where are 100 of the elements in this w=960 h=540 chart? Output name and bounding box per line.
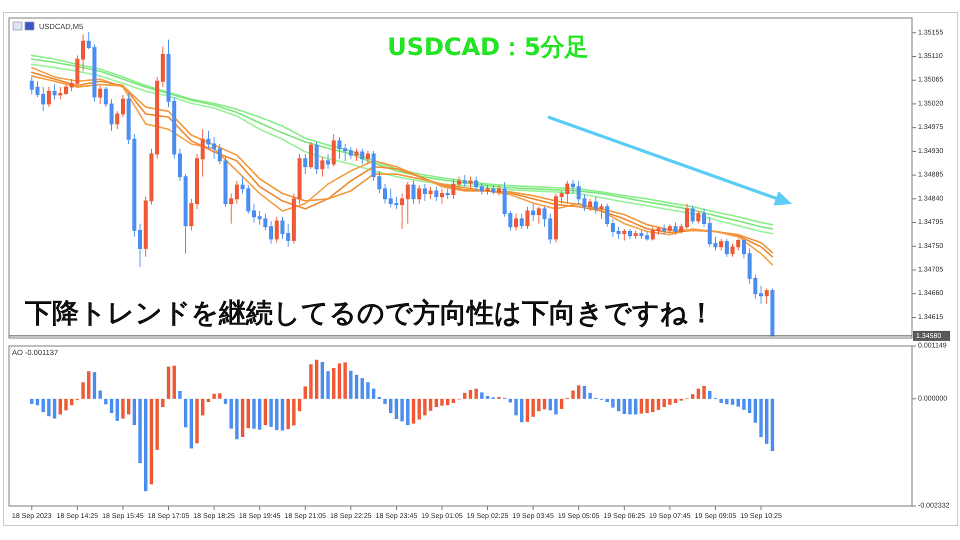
candlestick xyxy=(668,224,672,234)
bar xyxy=(611,398,615,408)
bar xyxy=(702,386,706,399)
bar xyxy=(480,392,484,399)
bar xyxy=(104,398,108,404)
bar xyxy=(696,388,700,399)
candlestick xyxy=(303,154,308,174)
candlestick xyxy=(400,193,404,230)
bar xyxy=(765,398,768,444)
bar xyxy=(275,398,278,430)
candlestick xyxy=(394,196,398,210)
candlestick xyxy=(308,141,313,170)
candlestick xyxy=(594,196,598,214)
bar xyxy=(246,398,250,428)
bar xyxy=(526,398,530,422)
bar xyxy=(452,398,456,403)
bar xyxy=(406,398,410,426)
bar xyxy=(70,398,74,406)
bar xyxy=(640,398,644,414)
bar xyxy=(662,398,666,408)
bar xyxy=(58,398,62,414)
bar xyxy=(298,398,302,412)
candlestick xyxy=(446,188,450,200)
bar xyxy=(138,398,142,464)
bar xyxy=(674,398,678,403)
bar xyxy=(320,362,324,399)
candlestick xyxy=(348,146,353,160)
candlestick xyxy=(428,186,433,200)
candlestick xyxy=(690,205,695,224)
candlestick xyxy=(531,203,536,222)
bar xyxy=(708,391,712,399)
bar xyxy=(52,398,56,419)
bar xyxy=(736,398,740,407)
bar xyxy=(286,398,290,430)
bar xyxy=(754,398,758,423)
candlestick xyxy=(366,150,370,164)
bar xyxy=(560,398,564,409)
bar xyxy=(554,398,558,414)
bar xyxy=(394,398,398,420)
candlestick xyxy=(520,213,524,230)
candlestick xyxy=(588,198,592,212)
bar xyxy=(537,398,541,412)
candlestick xyxy=(422,184,427,202)
candlestick xyxy=(372,150,376,182)
candlestick xyxy=(525,206,530,230)
candlestick xyxy=(468,176,472,190)
bar xyxy=(309,364,313,399)
bar xyxy=(605,398,609,402)
bar xyxy=(47,398,51,416)
bar xyxy=(343,362,347,399)
bar xyxy=(349,370,353,399)
candlestick xyxy=(46,86,51,108)
bar xyxy=(172,366,176,399)
candlestick xyxy=(724,238,729,258)
bar xyxy=(486,396,490,399)
candlestick xyxy=(274,216,279,244)
bar xyxy=(332,368,336,399)
candlestick xyxy=(719,238,724,251)
candlestick xyxy=(480,182,484,196)
bar xyxy=(588,392,592,399)
candlestick xyxy=(605,203,610,228)
candlestick xyxy=(411,180,416,204)
candlestick xyxy=(240,176,245,194)
bar xyxy=(719,398,723,403)
bar xyxy=(508,398,512,402)
bar xyxy=(41,398,45,412)
candlestick xyxy=(622,228,626,241)
bar xyxy=(190,398,194,448)
bar xyxy=(389,398,392,414)
bar xyxy=(218,393,222,399)
bar xyxy=(571,390,575,399)
bar xyxy=(200,398,204,416)
candlestick xyxy=(599,203,604,220)
bar xyxy=(121,398,125,419)
bar xyxy=(235,398,239,440)
bar xyxy=(155,398,159,450)
bar xyxy=(446,398,450,406)
bar xyxy=(531,398,535,417)
candlestick xyxy=(486,184,490,196)
candlestick xyxy=(229,193,234,224)
candlestick xyxy=(440,188,444,204)
bar xyxy=(616,398,620,412)
candlestick xyxy=(52,84,57,100)
bar xyxy=(514,398,518,416)
bar xyxy=(292,398,296,426)
bar xyxy=(338,363,342,399)
bar xyxy=(725,398,729,404)
bar xyxy=(742,398,746,410)
bar xyxy=(645,398,649,414)
bar xyxy=(304,386,307,399)
candlestick xyxy=(491,184,496,196)
bar xyxy=(126,398,130,414)
bar xyxy=(690,394,694,399)
bar xyxy=(434,398,438,408)
annotation: 下降トレンドを継続してるので方向性は下向きですね！ xyxy=(24,298,715,329)
candlestick xyxy=(474,176,478,192)
bar xyxy=(770,398,774,452)
bar xyxy=(98,390,102,399)
bar xyxy=(326,371,330,399)
bar xyxy=(651,398,654,412)
